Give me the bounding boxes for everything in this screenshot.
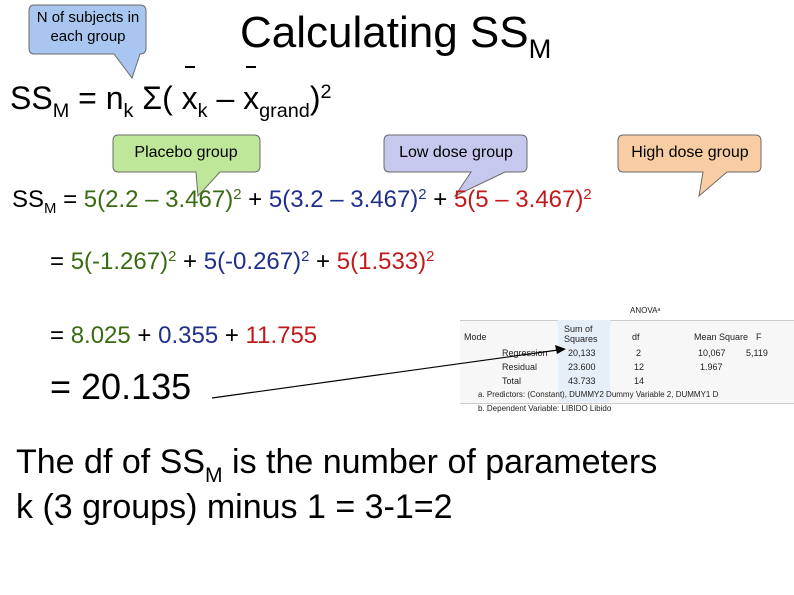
formula-n: = n <box>69 80 124 116</box>
df-text-2: is the number of parameters <box>222 443 658 481</box>
line2-term-low: 5(-0.267) <box>203 248 302 275</box>
anova-header-df: df <box>632 332 640 342</box>
anova-row-df: 2 <box>636 348 642 358</box>
placebo-callout-bubble <box>112 134 261 198</box>
df-line-2: k (3 groups) minus 1 = 3-1=2 <box>16 488 453 526</box>
df-subscript: M <box>205 463 223 487</box>
line1-exp-3: 2 <box>583 186 592 203</box>
line2-plus-1: + <box>176 248 204 275</box>
line3-plus-1: + <box>130 322 159 349</box>
calc-line-3: = 8.025 + 0.355 + 11.755 <box>50 322 317 350</box>
line1-plus-2: + <box>426 186 454 213</box>
line1-term-low: 5(3.2 – 3.467) <box>268 186 419 213</box>
df-text-1: The df of SS <box>16 443 205 481</box>
anova-row-label: Residual <box>502 362 538 372</box>
line2-exp-2: 2 <box>301 248 310 265</box>
calc-result: = 20.135 <box>50 366 192 407</box>
n-subjects-callout-text: N of subjects in each group <box>36 9 140 45</box>
anova-header-ss: Sum of Squares <box>564 324 598 344</box>
anova-ss-column <box>558 320 610 402</box>
anova-row-df: 14 <box>634 376 645 386</box>
line2-term-high: 5(1.533) <box>336 248 427 275</box>
anova-row-ss: 43.733 <box>568 376 596 386</box>
title-subscript: M <box>528 33 552 65</box>
high-dose-callout-text: High dose group <box>631 144 749 161</box>
calc-line-2: = 5(-1.267)2 + 5(-0.267)2 + 5(1.533)2 <box>50 248 434 276</box>
anova-header-f: F <box>756 332 762 342</box>
anova-row-f: 5,119 <box>746 348 768 358</box>
line1-lhs: SS <box>12 186 45 213</box>
anova-row-label: Total <box>502 376 522 386</box>
anova-footnote-a: a. Predictors: (Constant), DUMMY2 Dummy … <box>478 390 719 399</box>
line1-term-high: 5(5 – 3.467) <box>453 186 584 213</box>
formula-xbar-k: x <box>181 66 198 116</box>
line1-lhs-sub: M <box>44 201 57 218</box>
anova-header-ms: Mean Square <box>694 332 749 342</box>
high-dose-callout-bubble <box>617 134 762 198</box>
n-subjects-callout-bubble <box>28 4 147 80</box>
formula-xk-sub: k <box>197 100 208 123</box>
formula-sigma: Σ( <box>133 80 182 116</box>
ssm-formula: SSM = nk Σ( xk – xgrand)2 <box>10 66 332 122</box>
anova-table: ANOVAᵃ Mode Sum of Squares df Mean Squar… <box>460 302 794 420</box>
anova-footnote-b: b. Dependent Variable: LIBIDO Libido <box>478 404 612 413</box>
formula-close: ) <box>309 80 321 116</box>
formula-exp: 2 <box>320 81 332 104</box>
formula-minus: – <box>207 80 244 116</box>
page-title: Calculating SSM <box>240 8 551 64</box>
line3-eq: = <box>50 322 71 349</box>
anova-title: ANOVAᵃ <box>630 306 661 315</box>
anova-row-ms: 10,067 <box>698 348 726 358</box>
line1-eq: = <box>56 186 84 213</box>
line3-term-low: 0.355 <box>158 322 219 349</box>
line1-exp-1: 2 <box>233 186 242 203</box>
formula-ss-sub: M <box>52 100 70 123</box>
anova-row-label: Regression <box>502 348 548 358</box>
formula-xbar-grand: x <box>243 66 260 116</box>
formula-grand-sub: grand <box>259 100 310 123</box>
title-text: Calculating SS <box>240 8 529 57</box>
line2-term-placebo: 5(-1.267) <box>70 248 169 275</box>
formula-n-sub: k <box>123 100 134 123</box>
df-explanation: The df of SSM is the number of parameter… <box>16 442 657 527</box>
anova-header-model: Mode <box>464 332 487 342</box>
line2-eq: = <box>50 248 71 275</box>
anova-row-ms: 1.967 <box>700 362 723 372</box>
line3-term-high: 11.755 <box>245 322 318 349</box>
low-dose-callout-text: Low dose group <box>399 144 513 161</box>
formula-ss: SS <box>10 80 53 116</box>
calc-line-1: SSM = 5(2.2 – 3.467)2 + 5(3.2 – 3.467)2 … <box>12 186 592 218</box>
df-line-1: The df of SSM is the number of parameter… <box>16 442 657 487</box>
anova-grid <box>460 320 794 404</box>
low-dose-callout-bubble <box>383 134 528 198</box>
anova-row-ss: 23.600 <box>568 362 596 372</box>
line2-exp-3: 2 <box>426 248 435 265</box>
line3-term-placebo: 8.025 <box>70 322 131 349</box>
anova-row-ss: 20,133 <box>568 348 596 358</box>
anova-row-df: 12 <box>634 362 645 372</box>
line3-plus-2: + <box>218 322 246 349</box>
line1-term-placebo: 5(2.2 – 3.467) <box>83 186 234 213</box>
line1-plus-1: + <box>241 186 269 213</box>
line2-plus-2: + <box>309 248 337 275</box>
line2-exp-1: 2 <box>168 248 177 265</box>
placebo-callout-text: Placebo group <box>134 144 238 161</box>
line1-exp-2: 2 <box>418 186 427 203</box>
